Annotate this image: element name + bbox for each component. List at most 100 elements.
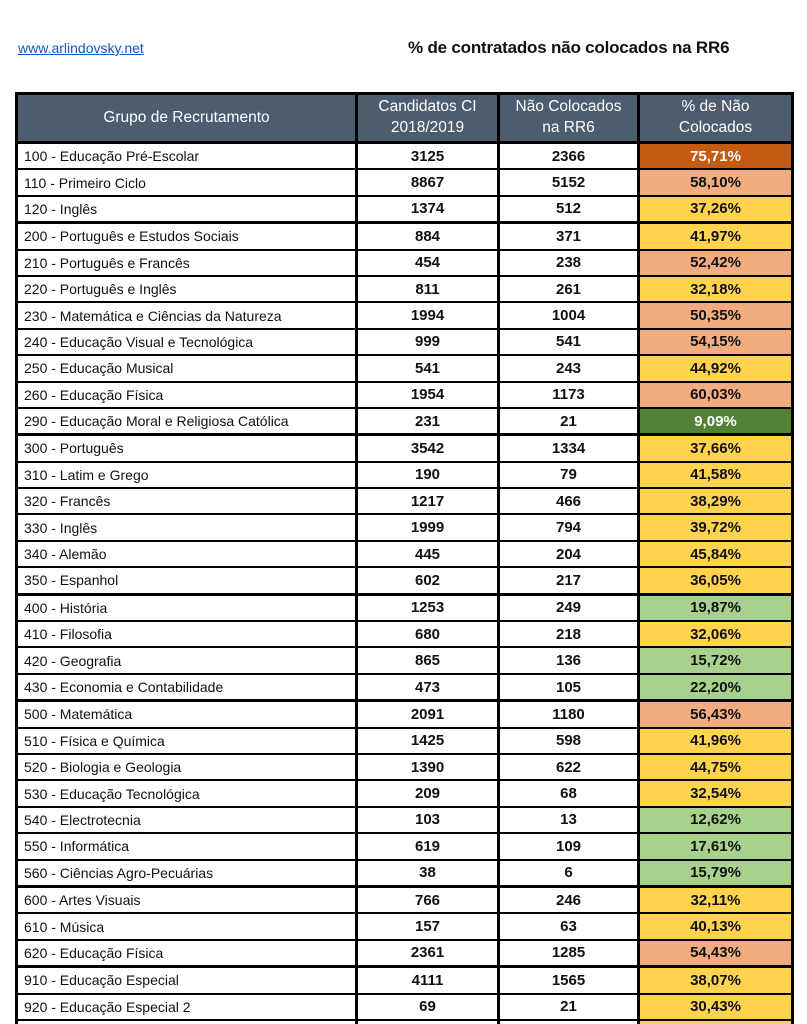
candidatos-cell: 1994: [355, 301, 500, 330]
group-cell: 210 - Português e Francês: [15, 248, 358, 277]
candidatos-cell: 3542: [355, 433, 500, 463]
candidatos-cell: 103: [355, 805, 500, 835]
table-row: 600 - Artes Visuais 766 246 32,11%: [15, 885, 794, 915]
nao-colocados-cell: 598: [497, 726, 640, 755]
table-row: 560 - Ciências Agro-Pecuárias 38 6 15,79%: [15, 858, 794, 888]
candidatos-cell: 3125: [355, 141, 500, 171]
pct-cell: 39,72%: [637, 513, 794, 542]
site-link[interactable]: www.arlindovsky.net: [18, 40, 144, 56]
candidatos-cell: 473: [355, 672, 500, 703]
table-row: 120 - Inglês 1374 512 37,26%: [15, 194, 794, 225]
nao-colocados-cell: 21: [497, 406, 640, 437]
pct-cell: 19,87%: [637, 593, 794, 623]
table-body: 100 - Educação Pré-Escolar 3125 2366 75,71%…: [15, 141, 794, 1024]
nao-colocados-cell: 109: [497, 832, 640, 861]
group-cell: 430 - Economia e Contabilidade: [15, 672, 358, 703]
candidatos-cell: 541: [355, 354, 500, 383]
group-cell: 420 - Geografia: [15, 646, 358, 675]
pct-cell: 60,03%: [637, 380, 794, 409]
group-cell: 330 - Inglês: [15, 513, 358, 542]
candidatos-cell: 1253: [355, 593, 500, 623]
table-row: 240 - Educação Visual e Tecnológica 999 54…: [15, 327, 794, 357]
table-row: 530 - Educação Tecnológica 209 68 32,54%: [15, 779, 794, 808]
table-row: 500 - Matemática 2091 1180 56,43%: [15, 699, 794, 729]
pct-cell: 32,06%: [637, 620, 794, 649]
pct-cell: 44,75%: [637, 752, 794, 782]
table-row: 410 - Filosofia 680 218 32,06%: [15, 620, 794, 649]
group-cell: 520 - Biologia e Geologia: [15, 752, 358, 782]
candidatos-cell: 2091: [355, 699, 500, 729]
table-row: 330 - Inglês 1999 794 39,72%: [15, 513, 794, 542]
group-cell: 500 - Matemática: [15, 699, 358, 729]
pct-cell: 32,54%: [637, 779, 794, 808]
candidatos-cell: 4111: [355, 965, 500, 995]
candidatos-cell: 190: [355, 460, 500, 490]
nao-colocados-cell: 1565: [497, 965, 640, 995]
header-candidatos: Candidatos CI 2018/2019: [355, 92, 500, 144]
pct-cell: 50,35%: [637, 301, 794, 330]
nao-colocados-cell: 79: [497, 460, 640, 490]
candidatos-cell: 766: [355, 885, 500, 915]
candidatos-cell: 445: [355, 539, 500, 569]
group-cell: 560 - Ciências Agro-Pecuárias: [15, 858, 358, 888]
group-cell: 600 - Artes Visuais: [15, 885, 358, 915]
group-cell: 300 - Português: [15, 433, 358, 463]
pct-cell: 54,43%: [637, 938, 794, 969]
candidatos-cell: 69: [355, 992, 500, 1021]
pct-cell: 12,62%: [637, 805, 794, 835]
table-row: 230 - Matemática e Ciências da Natureza 1…: [15, 301, 794, 330]
pct-cell: 41,96%: [637, 726, 794, 755]
header-grupo: Grupo de Recrutamento: [15, 92, 358, 144]
table-row: 310 - Latim e Grego 190 79 41,58%: [15, 460, 794, 490]
nao-colocados-cell: 466: [497, 487, 640, 516]
group-cell: 410 - Filosofia: [15, 620, 358, 649]
table-row: 550 - Informática 619 109 17,61%: [15, 832, 794, 861]
candidatos-cell: 865: [355, 646, 500, 675]
group-cell: 250 - Educação Musical: [15, 354, 358, 383]
pct-cell: 9,09%: [637, 406, 794, 437]
group-cell: 930 - Educação Especial 3: [15, 1018, 358, 1024]
candidatos-cell: 1390: [355, 752, 500, 782]
nao-colocados-cell: 13: [497, 805, 640, 835]
table-row: 320 - Francês 1217 466 38,29%: [15, 487, 794, 516]
nao-colocados-cell: 512: [497, 194, 640, 225]
pct-cell: 15,79%: [637, 858, 794, 888]
header-pct: % de Não Colocados: [637, 92, 794, 144]
pct-cell: 38,29%: [637, 487, 794, 516]
candidatos-cell: 602: [355, 566, 500, 596]
table-row: 290 - Educação Moral e Religiosa Católic…: [15, 406, 794, 437]
table-row: 250 - Educação Musical 541 243 44,92%: [15, 354, 794, 383]
table-row: 200 - Português e Estudos Sociais 884 371 4…: [15, 221, 794, 251]
pct-cell: 52,42%: [637, 248, 794, 277]
nao-colocados-cell: 68: [497, 779, 640, 808]
nao-colocados-cell: 6: [497, 858, 640, 888]
table-row: 610 - Música 157 63 40,13%: [15, 912, 794, 941]
page-title: % de contratados não colocados na RR6: [408, 38, 730, 57]
nao-colocados-cell: 243: [497, 354, 640, 383]
candidatos-cell: 1954: [355, 380, 500, 409]
pct-cell: 30,43%: [637, 992, 794, 1021]
nao-colocados-cell: 5152: [497, 168, 640, 197]
nao-colocados-cell: 238: [497, 248, 640, 277]
table-row: 400 - História 1253 249 19,87%: [15, 593, 794, 623]
pct-cell: 32,11%: [637, 885, 794, 915]
candidatos-cell: 811: [355, 274, 500, 304]
group-cell: 110 - Primeiro Ciclo: [15, 168, 358, 197]
table-row: 300 - Português 3542 1334 37,66%: [15, 433, 794, 463]
table-row: 930 - Educação Especial 31304836,92%: [15, 1018, 794, 1024]
group-cell: 530 - Educação Tecnológica: [15, 779, 358, 808]
group-cell: 230 - Matemática e Ciências da Natureza: [15, 301, 358, 330]
nao-colocados-cell: 136: [497, 646, 640, 675]
candidatos-cell: 1374: [355, 194, 500, 225]
table-row: 520 - Biologia e Geologia 1390 622 44,75%: [15, 752, 794, 782]
candidatos-cell: 38: [355, 858, 500, 888]
table-row: 430 - Economia e Contabilidade 473 105 22,2…: [15, 672, 794, 703]
pct-cell: 41,97%: [637, 221, 794, 251]
group-cell: 220 - Português e Inglês: [15, 274, 358, 304]
pct-cell: 44,92%: [637, 354, 794, 383]
pct-cell: 36,05%: [637, 566, 794, 596]
group-cell: 920 - Educação Especial 2: [15, 992, 358, 1021]
group-cell: 350 - Espanhol: [15, 566, 358, 596]
nao-colocados-cell: 622: [497, 752, 640, 782]
data-table: Grupo de Recrutamento Candidatos CI 2018…: [15, 92, 794, 1024]
